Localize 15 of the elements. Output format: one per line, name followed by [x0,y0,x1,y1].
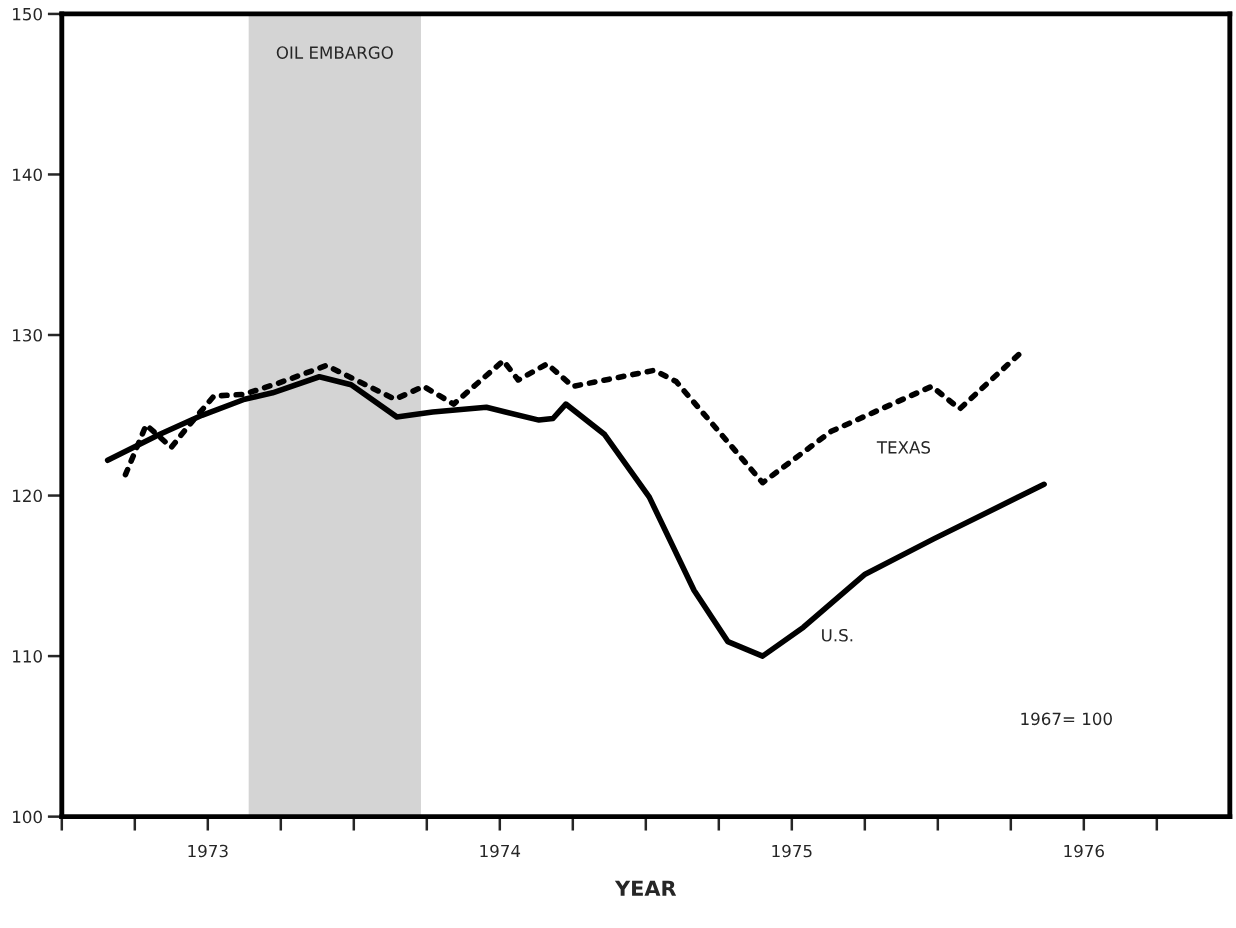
y-tick-label: 110 [13,650,42,663]
annotation: 1967= 100 [1021,712,1112,726]
y-tick-label: 130 [13,328,42,342]
series-label: TEXAS [876,441,931,454]
series-label: U.S. [822,628,853,642]
x-tick-label: 1974 [480,844,521,858]
y-tick-label: 100 [13,810,42,824]
x-tick-label: 1975 [772,844,812,858]
x-tick-label: 1973 [188,844,228,858]
x-tick-label: 1976 [1064,844,1104,858]
y-tick-label: 120 [13,489,42,503]
y-tick-label: 140 [13,168,42,182]
x-axis-title: YEAR [614,880,677,896]
band-label: OIL EMBARGO [276,46,393,59]
y-tick-label: 150 [13,7,42,21]
